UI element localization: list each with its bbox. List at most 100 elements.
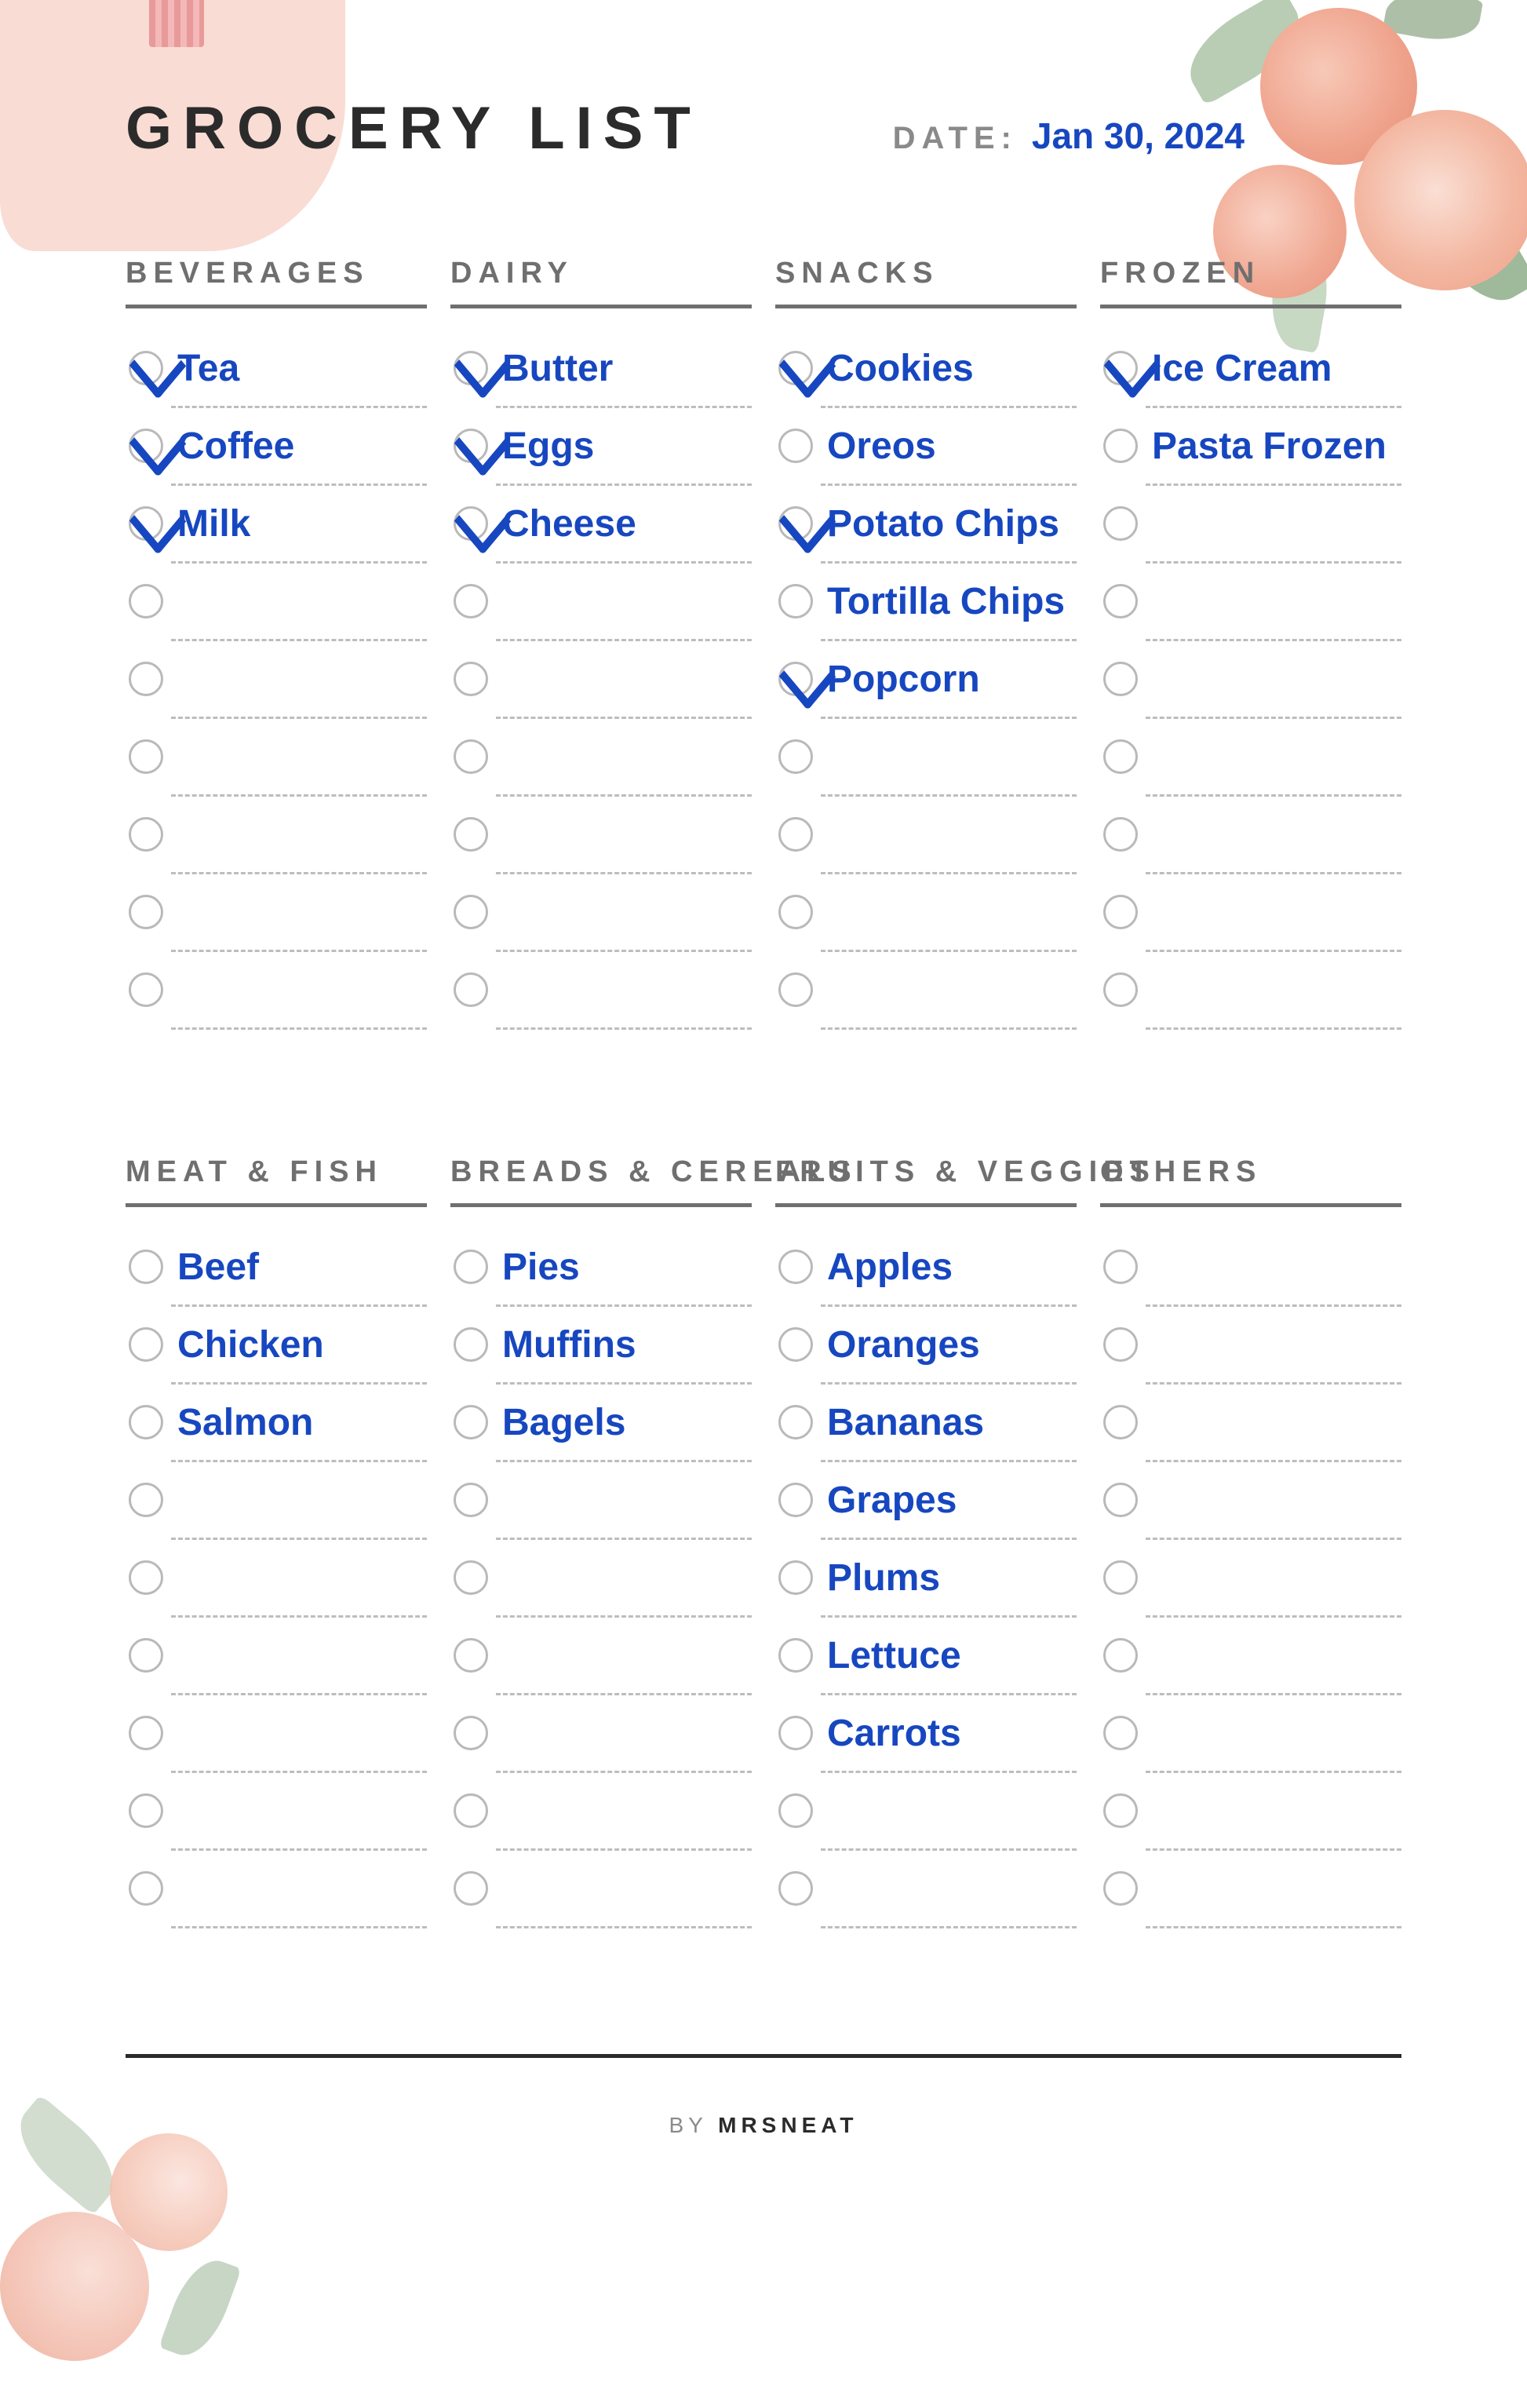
checkbox-icon[interactable] [1103,506,1138,541]
checkbox-icon[interactable] [129,429,163,463]
checkbox-icon[interactable] [454,1793,488,1828]
list-item-label[interactable]: Salmon [177,1401,313,1444]
list-item-label[interactable]: Oranges [827,1323,980,1366]
checkbox-icon[interactable] [1103,662,1138,696]
list-item-label[interactable]: Bananas [827,1401,984,1444]
checkbox-icon[interactable] [1103,1560,1138,1595]
checkbox-icon[interactable] [454,1327,488,1362]
date-value[interactable]: Jan 30, 2024 [1032,115,1245,157]
checkbox-icon[interactable] [778,1716,813,1750]
checkbox-icon[interactable] [454,584,488,618]
checkbox-icon[interactable] [778,1871,813,1906]
checkbox-icon[interactable] [129,662,163,696]
checkbox-icon[interactable] [1103,429,1138,463]
checkbox-icon[interactable] [1103,1871,1138,1906]
checkbox-icon[interactable] [454,1405,488,1439]
list-item-label[interactable]: Grapes [827,1479,957,1522]
checkbox-icon[interactable] [778,662,813,696]
checkbox-icon[interactable] [454,1483,488,1517]
checkbox-icon[interactable] [129,351,163,385]
list-item-label[interactable]: Pies [502,1246,580,1289]
checkbox-icon[interactable] [778,895,813,929]
checkbox-icon[interactable] [778,1560,813,1595]
checkbox-icon[interactable] [454,1560,488,1595]
checkbox-icon[interactable] [129,1793,163,1828]
checkbox-icon[interactable] [454,662,488,696]
checkbox-icon[interactable] [778,1793,813,1828]
list-item-label[interactable]: Chicken [177,1323,324,1366]
checkbox-icon[interactable] [778,506,813,541]
checkbox-icon[interactable] [778,1483,813,1517]
checkbox-icon[interactable] [778,429,813,463]
list-item-label[interactable]: Muffins [502,1323,636,1366]
list-item: Coffee [126,408,427,483]
list-item-label[interactable]: Tea [177,347,239,390]
checkbox-icon[interactable] [129,817,163,852]
list-item-label[interactable]: Apples [827,1246,953,1289]
checkbox-icon[interactable] [454,506,488,541]
checkbox-icon[interactable] [129,895,163,929]
checkbox-icon[interactable] [1103,351,1138,385]
checkbox-icon[interactable] [454,972,488,1007]
checkbox-icon[interactable] [129,1405,163,1439]
checkbox-icon[interactable] [1103,1327,1138,1362]
checkbox-icon[interactable] [1103,1638,1138,1673]
list-item-label[interactable]: Potato Chips [827,502,1059,545]
list-item-label[interactable]: Plums [827,1556,940,1600]
list-item-label[interactable]: Oreos [827,425,936,468]
checkbox-icon[interactable] [454,1716,488,1750]
list-item-label[interactable]: Carrots [827,1712,961,1755]
list-item-label[interactable]: Milk [177,502,250,545]
checkbox-icon[interactable] [454,1871,488,1906]
list-item-label[interactable]: Tortilla Chips [827,580,1065,623]
checkbox-icon[interactable] [129,1871,163,1906]
checkbox-icon[interactable] [778,972,813,1007]
checkbox-icon[interactable] [778,351,813,385]
list-item-label[interactable]: Coffee [177,425,294,468]
checkbox-icon[interactable] [778,584,813,618]
checkbox-icon[interactable] [1103,972,1138,1007]
checkbox-icon[interactable] [778,1250,813,1284]
checkbox-icon[interactable] [1103,1250,1138,1284]
checkbox-icon[interactable] [1103,895,1138,929]
checkbox-icon[interactable] [129,506,163,541]
checkbox-icon[interactable] [129,584,163,618]
checkbox-icon[interactable] [129,739,163,774]
list-item-label[interactable]: Bagels [502,1401,625,1444]
list-item-label[interactable]: Lettuce [827,1634,961,1677]
checkbox-icon[interactable] [454,817,488,852]
checkbox-icon[interactable] [454,1638,488,1673]
checkbox-icon[interactable] [778,1327,813,1362]
checkbox-icon[interactable] [778,739,813,774]
list-item-label[interactable]: Pasta Frozen [1152,425,1387,468]
checkbox-icon[interactable] [454,351,488,385]
checkbox-icon[interactable] [778,1638,813,1673]
checkbox-icon[interactable] [129,1716,163,1750]
checkbox-icon[interactable] [129,1638,163,1673]
checkbox-icon[interactable] [454,429,488,463]
list-item-label[interactable]: Cheese [502,502,636,545]
checkbox-icon[interactable] [454,895,488,929]
checkbox-icon[interactable] [129,1483,163,1517]
list-item-label[interactable]: Butter [502,347,613,390]
list-item-label[interactable]: Popcorn [827,658,980,701]
list-item-label[interactable]: Eggs [502,425,594,468]
checkbox-icon[interactable] [778,1405,813,1439]
checkbox-icon[interactable] [129,972,163,1007]
checkbox-icon[interactable] [1103,817,1138,852]
checkbox-icon[interactable] [454,739,488,774]
checkbox-icon[interactable] [129,1250,163,1284]
checkbox-icon[interactable] [1103,1716,1138,1750]
checkbox-icon[interactable] [454,1250,488,1284]
checkbox-icon[interactable] [129,1327,163,1362]
checkbox-icon[interactable] [1103,1405,1138,1439]
list-item-label[interactable]: Beef [177,1246,259,1289]
checkbox-icon[interactable] [1103,584,1138,618]
checkbox-icon[interactable] [129,1560,163,1595]
checkbox-icon[interactable] [1103,739,1138,774]
checkbox-icon[interactable] [1103,1793,1138,1828]
list-item-label[interactable]: Cookies [827,347,974,390]
checkbox-icon[interactable] [1103,1483,1138,1517]
checkbox-icon[interactable] [778,817,813,852]
list-item-label[interactable]: Ice Cream [1152,347,1332,390]
